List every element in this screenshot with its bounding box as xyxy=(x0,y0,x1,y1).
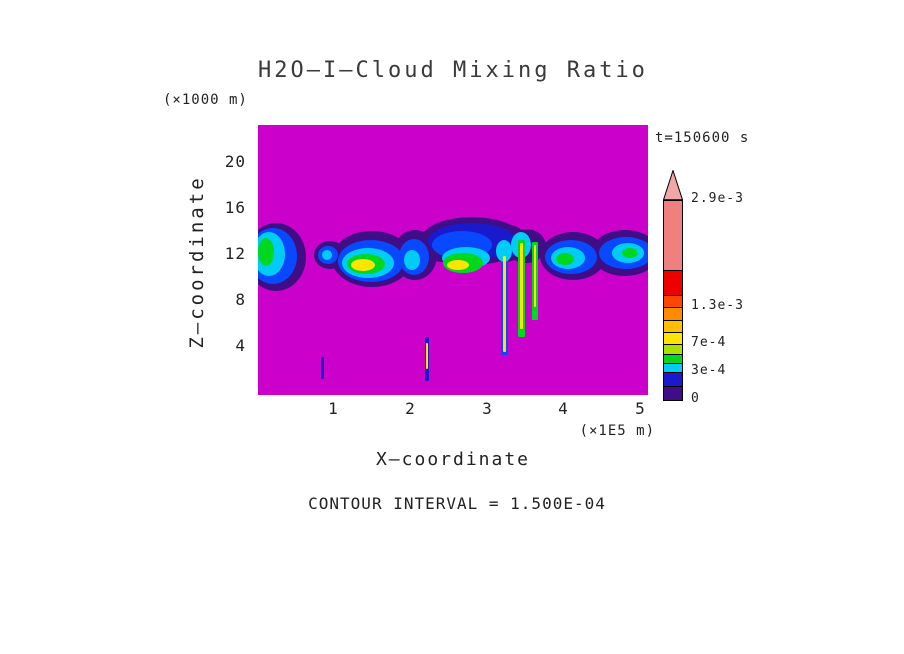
x-axis-label: X—coordinate xyxy=(375,449,531,470)
colorbar-segment xyxy=(664,307,682,320)
x-axis-units: (×1E5 m) xyxy=(579,423,655,439)
x-tick-label: 4 xyxy=(558,399,568,418)
colorbar-segment xyxy=(664,320,682,332)
colorbar-segment xyxy=(664,372,682,386)
x-tick-label: 2 xyxy=(405,399,415,418)
cloud-region xyxy=(520,243,523,329)
chart-title: H2O—I—Cloud Mixing Ratio xyxy=(258,58,648,83)
cloud-region xyxy=(404,250,420,270)
colorbar-segment xyxy=(664,344,682,354)
colorbar-segment xyxy=(664,270,682,295)
colorbar-tick-label: 0 xyxy=(691,391,700,406)
colorbar-segment xyxy=(664,363,682,372)
contour-interval-note: CONTOUR INTERVAL = 1.500E-04 xyxy=(308,494,606,513)
colorbar-tick-label: 7e-4 xyxy=(691,335,727,350)
colorbar-segment xyxy=(664,295,682,307)
cloud-region xyxy=(496,240,512,262)
y-tick-label: 20 xyxy=(224,152,246,171)
cloud-region xyxy=(534,245,536,307)
colorbar-tick-label: 2.9e-3 xyxy=(691,191,744,206)
colorbar-labels: 2.9e-3 1.3e-3 7e-4 3e-4 0 xyxy=(663,170,793,406)
contour-plot xyxy=(258,125,648,395)
time-annotation: t=150600 s xyxy=(655,130,750,146)
colorbar-segment xyxy=(664,354,682,363)
colorbar: 2.9e-3 1.3e-3 7e-4 3e-4 0 xyxy=(663,170,793,406)
cloud-region xyxy=(622,248,638,258)
x-tick-label: 5 xyxy=(635,399,645,418)
cloud-region xyxy=(351,259,375,271)
y-axis-units: (×1000 m) xyxy=(163,92,248,108)
colorbar-arrow-icon xyxy=(663,170,683,200)
y-tick-label: 8 xyxy=(235,290,246,309)
x-tick-label: 3 xyxy=(482,399,492,418)
cloud-region xyxy=(503,256,506,352)
colorbar-segment xyxy=(664,386,682,400)
y-axis-ticks: 20 16 12 8 4 xyxy=(202,0,246,654)
y-tick-label: 4 xyxy=(235,336,246,355)
cloud-region xyxy=(321,357,324,379)
colorbar-scale xyxy=(663,200,683,401)
cloud-region xyxy=(447,260,469,270)
cloud-region xyxy=(258,238,274,266)
y-tick-label: 16 xyxy=(224,198,246,217)
x-tick-label: 1 xyxy=(328,399,338,418)
colorbar-tick-label: 1.3e-3 xyxy=(691,298,744,313)
colorbar-tick-label: 3e-4 xyxy=(691,363,727,378)
cloud-region xyxy=(426,343,428,369)
cloud-region xyxy=(556,253,574,265)
cloud-region xyxy=(322,250,332,260)
colorbar-segment xyxy=(664,200,682,270)
colorbar-segment xyxy=(664,332,682,344)
y-tick-label: 12 xyxy=(224,244,246,263)
